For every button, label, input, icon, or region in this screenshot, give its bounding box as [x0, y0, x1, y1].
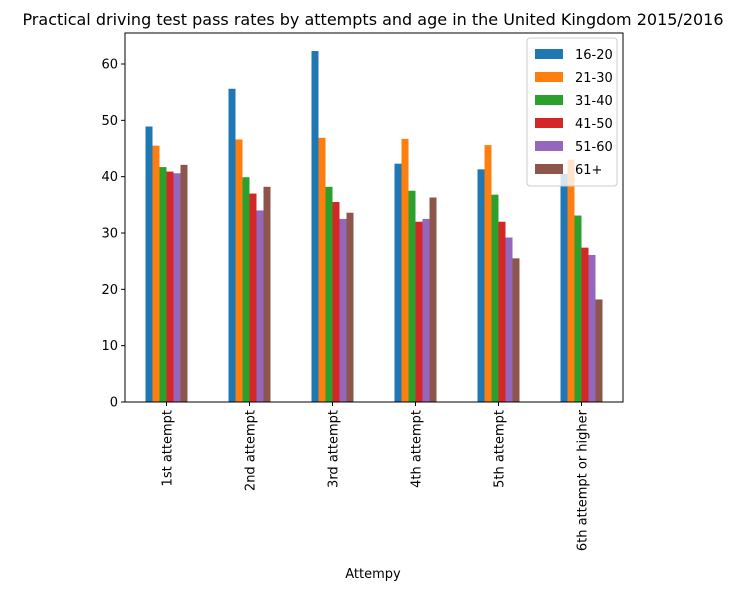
- legend-swatch: [535, 72, 563, 82]
- plot-frame: [124, 32, 624, 403]
- bar-41-50-5: [498, 221, 506, 402]
- bars: [145, 51, 603, 403]
- x-tick-label: 3rd attempt: [327, 410, 342, 488]
- bar-21-30-2: [235, 139, 243, 402]
- bar-41-50-6: [581, 247, 589, 402]
- x-tick-label: 2nd attempt: [244, 410, 259, 491]
- bar-51-60-1: [173, 173, 181, 402]
- bar-21-30-6: [567, 159, 575, 402]
- bar-41-50-2: [249, 193, 257, 402]
- bar-41-50-1: [166, 171, 174, 402]
- bar-16-20-2: [228, 88, 236, 403]
- legend-label: 16-20: [575, 48, 613, 63]
- legend-label: 51-60: [575, 140, 613, 155]
- bar-61plus-3: [346, 212, 354, 402]
- bar-61plus-4: [429, 197, 437, 402]
- bar-61plus-6: [595, 299, 603, 402]
- bar-51-60-5: [505, 237, 513, 402]
- bar-31-40-4: [408, 190, 416, 402]
- chart-title: Practical driving test pass rates by att…: [22, 10, 723, 29]
- bar-61plus-1: [180, 164, 188, 402]
- x-tick-label: 5th attempt: [493, 410, 508, 488]
- bar-16-20-6: [560, 173, 568, 402]
- legend-swatch: [535, 95, 563, 105]
- x-tick-label: 6th attempt or higher: [576, 409, 591, 551]
- y-tick-label: 60: [101, 57, 118, 72]
- legend-swatch: [535, 141, 563, 151]
- legend-label: 31-40: [575, 94, 613, 109]
- y-tick-label: 40: [101, 170, 118, 185]
- bar-31-40-2: [242, 177, 250, 402]
- bar-16-20-3: [311, 51, 319, 402]
- y-tick-label: 30: [101, 226, 118, 241]
- bar-21-30-1: [152, 145, 160, 403]
- y-axis: 0 10 20 30 40 50 60: [101, 57, 125, 411]
- x-axis-label: Attempy: [345, 567, 401, 582]
- y-tick-label: 0: [110, 396, 118, 411]
- legend: 16-20 21-30 31-40 41-50 51-60 61+: [526, 37, 618, 187]
- bar-31-40-3: [325, 186, 333, 402]
- bar-41-50-4: [415, 221, 423, 402]
- x-tick-label: 1st attempt: [161, 410, 176, 486]
- bar-61plus-2: [263, 186, 271, 402]
- bar-31-40-1: [159, 167, 167, 402]
- bar-16-20-5: [477, 169, 485, 402]
- x-axis: 1st attempt 2nd attempt 3rd attempt 4th att…: [161, 402, 591, 551]
- bar-31-40-6: [574, 215, 582, 402]
- bar-51-60-3: [339, 218, 347, 402]
- legend-label: 41-50: [575, 117, 613, 132]
- bar-31-40-5: [491, 194, 499, 402]
- bar-16-20-4: [394, 163, 402, 402]
- legend-swatch: [535, 118, 563, 128]
- y-tick-label: 50: [101, 114, 118, 129]
- bar-16-20-1: [145, 126, 153, 403]
- legend-swatch: [535, 164, 563, 174]
- x-tick-label: 4th attempt: [410, 410, 425, 488]
- bar-51-60-6: [588, 254, 596, 402]
- y-tick-label: 20: [101, 283, 118, 298]
- y-tick-label: 10: [101, 339, 118, 354]
- bar-21-30-4: [401, 138, 409, 402]
- legend-swatch: [535, 49, 563, 59]
- bar-21-30-3: [318, 137, 326, 402]
- bar-41-50-3: [332, 202, 340, 402]
- bar-21-30-5: [484, 145, 492, 403]
- bar-61plus-5: [512, 258, 520, 402]
- bar-51-60-4: [422, 218, 430, 402]
- legend-label: 61+: [575, 163, 602, 178]
- bar-51-60-2: [256, 210, 264, 402]
- legend-label: 21-30: [575, 71, 613, 86]
